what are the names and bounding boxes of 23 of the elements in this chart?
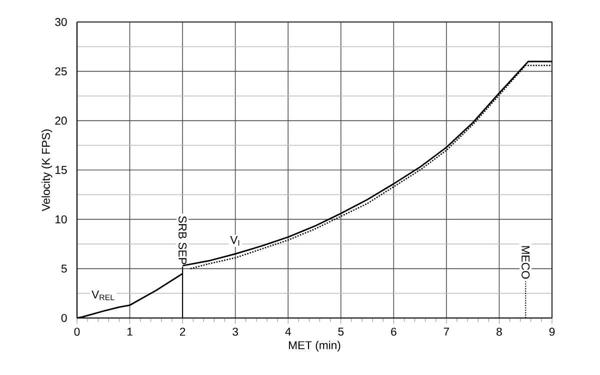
- x-tick-label: 3: [232, 328, 238, 336]
- series-label: V$_{REL}$: [92, 290, 114, 300]
- series-label: V$_{I}$: [230, 236, 240, 246]
- x-tick-label: 4: [285, 328, 291, 336]
- x-tick-label: 9: [549, 328, 555, 336]
- ref-line-label: MECO: [522, 246, 530, 279]
- x-tick-label: 7: [444, 328, 450, 336]
- ref-line-label: SRB SEP: [178, 216, 187, 264]
- y-axis-title: Velocity (K FPS): [42, 129, 52, 212]
- y-tick-label: 25: [55, 67, 67, 76]
- x-tick-label: 6: [391, 328, 396, 336]
- x-tick-label: 0: [74, 328, 80, 336]
- x-axis-title: MET (min): [288, 340, 340, 352]
- x-tick-label: 8: [496, 328, 502, 336]
- y-tick-label: 30: [55, 18, 67, 26]
- y-tick-label: 15: [56, 166, 67, 174]
- y-tick-label: 0: [61, 314, 67, 322]
- y-tick-label: 10: [56, 215, 67, 224]
- x-tick-label: 2: [180, 328, 186, 336]
- y-tick-label: 20: [55, 116, 67, 125]
- x-tick-label: 1: [127, 328, 132, 336]
- y-tick-label: 5: [61, 264, 67, 273]
- x-tick-label: 5: [338, 328, 344, 336]
